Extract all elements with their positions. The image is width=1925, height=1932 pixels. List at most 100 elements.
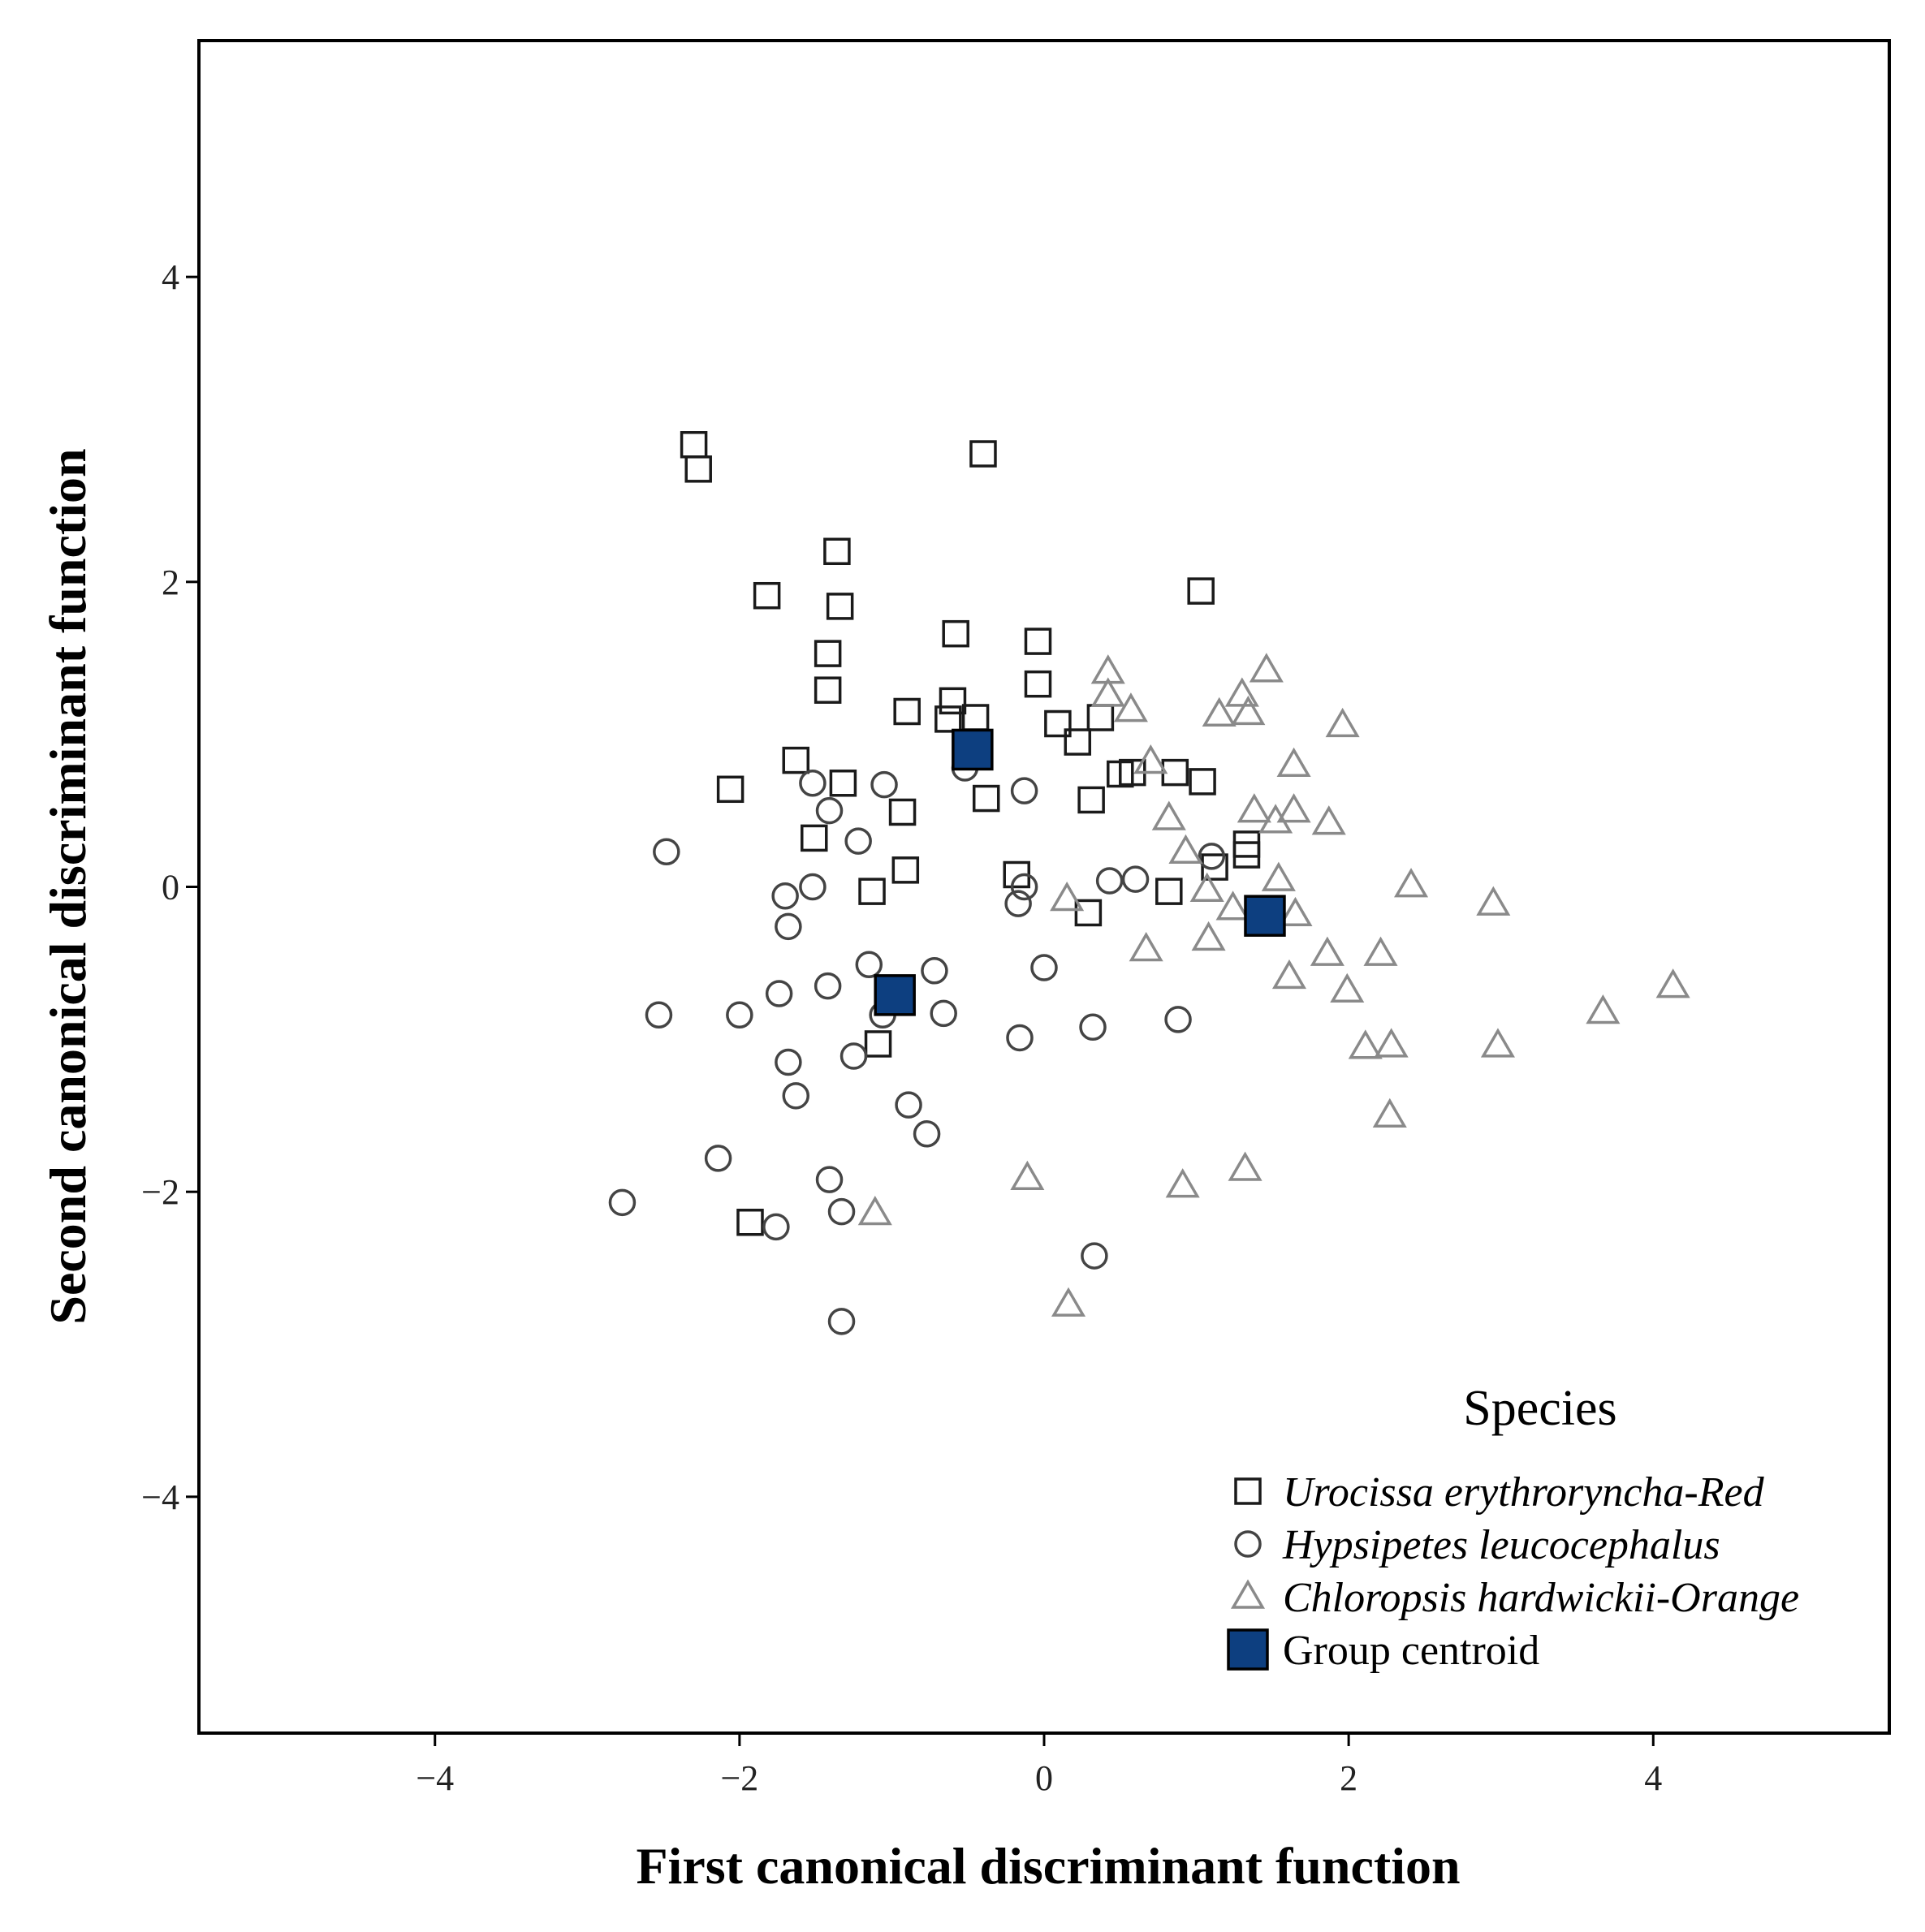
hypsipetes-point <box>799 770 827 797</box>
x-tick-label: 0 <box>1035 1758 1053 1798</box>
urocissa-point <box>1044 709 1072 738</box>
hypsipetes-point <box>1095 867 1124 895</box>
hypsipetes-point <box>1010 873 1038 901</box>
series-chloropsis-point <box>857 653 1690 1317</box>
urocissa-point <box>1201 853 1228 881</box>
chloropsis-point <box>1480 1028 1515 1058</box>
hypsipetes-point <box>815 1166 844 1193</box>
hypsipetes-point <box>726 1001 753 1029</box>
chloropsis-point <box>857 1195 892 1226</box>
y-axis-title: Second canonical discriminant function <box>39 448 97 1324</box>
chloropsis-point <box>1010 1160 1045 1191</box>
hypsipetes-point <box>704 1145 732 1172</box>
hypsipetes-point <box>855 951 883 979</box>
hypsipetes-point <box>1006 1024 1034 1052</box>
chloropsis-point <box>1189 872 1224 903</box>
urocissa-point <box>864 1030 892 1058</box>
hypsipetes-point <box>814 972 842 1000</box>
chloropsis-point <box>1215 891 1250 921</box>
legend-markers <box>1227 1477 1269 1671</box>
urocissa-point <box>1187 577 1215 605</box>
y-tick-label: −4 <box>141 1477 179 1517</box>
hypsipetes-point <box>771 882 799 910</box>
legend-marker-group-centroid-point <box>1227 1628 1269 1671</box>
chloropsis-point <box>1051 1287 1086 1317</box>
hypsipetes-point <box>645 1001 673 1029</box>
chloropsis-point <box>1090 677 1125 707</box>
chloropsis-point <box>1151 800 1186 830</box>
urocissa-point <box>858 878 886 905</box>
hypsipetes-point <box>827 1308 856 1335</box>
series-group-centroid-point <box>874 728 1286 1016</box>
x-tick-label: 2 <box>1340 1758 1357 1798</box>
hypsipetes-point <box>1030 954 1058 981</box>
x-tick-label: 4 <box>1644 1758 1662 1798</box>
urocissa-point <box>1064 728 1092 756</box>
chloropsis-point <box>1374 1028 1409 1058</box>
hypsipetes-point <box>921 957 948 985</box>
chloropsis-point <box>1129 932 1163 962</box>
hypsipetes-point <box>653 838 680 866</box>
group-centroid-point <box>874 974 916 1016</box>
hypsipetes-point <box>1198 843 1226 870</box>
chloropsis-point <box>1050 882 1085 912</box>
legend-marker-urocissa-point <box>1234 1477 1262 1505</box>
hypsipetes-point <box>782 1082 810 1110</box>
legend-marker-chloropsis-point <box>1230 1579 1266 1609</box>
hypsipetes-point <box>1164 1006 1192 1033</box>
hypsipetes-point <box>799 873 827 901</box>
chloropsis-point <box>1372 1098 1407 1128</box>
y-axis: −4 −2 0 2 4 <box>141 257 199 1517</box>
legend-label-hypsipetes: Hypsipetes leucocephalus <box>1282 1522 1720 1568</box>
hypsipetes-point <box>1081 1242 1108 1270</box>
urocissa-point <box>736 1208 764 1236</box>
chloropsis-point <box>1165 1168 1200 1198</box>
chloropsis-point <box>1249 653 1284 683</box>
urocissa-point <box>1077 786 1105 814</box>
urocissa-point <box>1155 878 1183 905</box>
urocissa-point <box>939 687 967 715</box>
hypsipetes-point <box>913 1120 941 1148</box>
data-points <box>608 431 1690 1335</box>
urocissa-point <box>969 440 997 468</box>
chloropsis-point <box>1237 793 1271 823</box>
chloropsis-point <box>1655 968 1690 998</box>
hypsipetes-point <box>1121 865 1150 893</box>
urocissa-point <box>888 798 917 826</box>
hypsipetes-point <box>775 1048 802 1076</box>
legend-title: Species <box>1463 1381 1616 1436</box>
hypsipetes-point <box>827 1197 856 1226</box>
hypsipetes-point <box>1079 1013 1107 1041</box>
group-centroid-point <box>952 728 994 771</box>
chloropsis-point <box>1228 1151 1262 1181</box>
urocissa-point <box>972 784 1000 813</box>
legend-marker-hypsipetes-point <box>1234 1530 1262 1558</box>
urocissa-point <box>826 593 854 620</box>
urocissa-point <box>893 697 921 726</box>
chloropsis-point <box>1202 696 1237 727</box>
chloropsis-point <box>1278 896 1313 927</box>
urocissa-point <box>829 770 857 797</box>
chloropsis-point <box>1191 921 1226 951</box>
hypsipetes-point <box>844 827 872 855</box>
urocissa-point <box>1232 841 1261 869</box>
x-axis-title: First canonical discriminant function <box>636 1837 1460 1895</box>
urocissa-point <box>814 676 842 704</box>
hypsipetes-point <box>815 796 844 825</box>
y-tick-label: 0 <box>162 868 179 908</box>
urocissa-point <box>823 537 851 566</box>
hypsipetes-point <box>1004 890 1032 917</box>
urocissa-point <box>1024 627 1052 655</box>
urocissa-point <box>942 619 969 648</box>
urocissa-point <box>716 775 745 804</box>
urocissa-point <box>801 824 828 852</box>
chloropsis-point <box>1168 834 1203 865</box>
x-axis: −4 −2 0 2 4 <box>416 1733 1662 1798</box>
chloropsis-point <box>1261 861 1296 891</box>
chloropsis-point <box>1276 793 1311 823</box>
y-tick-label: −2 <box>141 1172 179 1212</box>
y-tick-label: 2 <box>162 563 179 602</box>
chloropsis-point <box>1363 936 1398 966</box>
